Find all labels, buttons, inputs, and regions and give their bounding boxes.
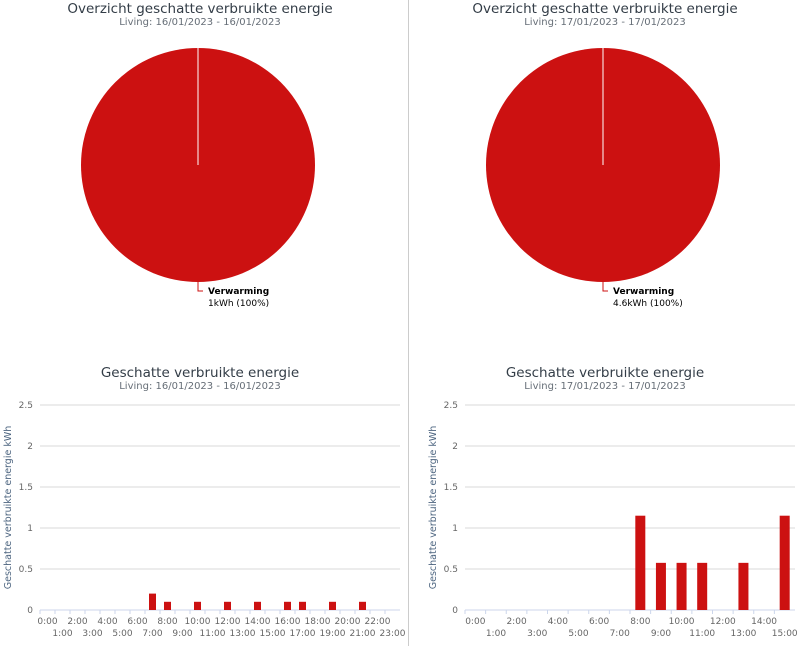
x-tick-label: 4:00 — [97, 617, 117, 627]
bar — [359, 601, 366, 610]
bar — [194, 601, 201, 610]
x-tick-label: 14:00 — [245, 617, 271, 627]
bar — [697, 562, 708, 610]
x-tick-label: 11:00 — [200, 629, 226, 639]
y-tick-label: 0.5 — [444, 565, 458, 575]
data-label-connector — [197, 282, 203, 292]
y-tick-label: 0 — [27, 606, 33, 616]
x-tick-label: 7:00 — [142, 629, 162, 639]
x-tick-label: 17:00 — [290, 629, 316, 639]
x-tick-label: 13:00 — [730, 629, 756, 639]
x-tick-label: 9:00 — [651, 629, 671, 639]
x-tick-label: 23:00 — [380, 629, 406, 639]
y-tick-label: 2 — [452, 442, 458, 452]
x-tick-label: 18:00 — [305, 617, 331, 627]
bar — [299, 601, 306, 610]
x-tick-label: 12:00 — [710, 617, 736, 627]
chart-title: Geschatte verbruikte energie — [505, 365, 705, 381]
y-tick-label: 1.5 — [19, 483, 33, 493]
x-tick-label: 4:00 — [548, 617, 568, 627]
x-tick-label: 21:00 — [350, 629, 376, 639]
x-tick-label: 2:00 — [506, 617, 526, 627]
y-tick-label: 0.5 — [19, 565, 33, 575]
chart-subtitle: Living: 17/01/2023 - 17/01/2023 — [524, 17, 686, 28]
pie-chart-left: Overzicht geschatte verbruikte energie L… — [0, 0, 400, 330]
data-label-name: Verwarming — [613, 287, 674, 297]
data-label-value: 4.6kWh (100%) — [613, 299, 683, 309]
x-tick-label: 10:00 — [669, 617, 695, 627]
y-axis-title: Geschatte verbruikte energie kWh — [428, 426, 439, 590]
bar — [284, 601, 291, 610]
bar — [164, 601, 171, 610]
x-tick-label: 10:00 — [185, 617, 211, 627]
x-tick-label: 0:00 — [37, 617, 57, 627]
data-label-value: 1kWh (100%) — [208, 299, 269, 309]
bar — [635, 515, 646, 610]
chart-title: Overzicht geschatte verbruikte energie — [67, 1, 333, 17]
bar — [224, 601, 231, 610]
bar — [779, 515, 790, 610]
x-tick-label: 5:00 — [568, 629, 588, 639]
x-tick-label: 6:00 — [589, 617, 609, 627]
y-tick-label: 0 — [452, 606, 458, 616]
chart-title: Geschatte verbruikte energie — [100, 365, 300, 381]
panel-divider — [408, 0, 409, 646]
data-label-connector — [602, 282, 608, 292]
y-tick-label: 1 — [452, 524, 458, 534]
x-tick-label: 5:00 — [112, 629, 132, 639]
y-tick-label: 1 — [27, 524, 33, 534]
bar — [254, 601, 261, 610]
x-tick-label: 8:00 — [630, 617, 650, 627]
x-tick-label: 20:00 — [335, 617, 361, 627]
x-tick-label: 14:00 — [751, 617, 777, 627]
data-label-name: Verwarming — [208, 287, 269, 297]
pie-chart-right: Overzicht geschatte verbruikte energie L… — [405, 0, 800, 330]
bar — [655, 562, 666, 610]
x-tick-label: 0:00 — [465, 617, 485, 627]
x-tick-label: 15:00 — [260, 629, 286, 639]
chart-subtitle: Living: 17/01/2023 - 17/01/2023 — [524, 381, 686, 392]
y-tick-label: 2.5 — [444, 401, 458, 411]
x-tick-label: 3:00 — [82, 629, 102, 639]
chart-title: Overzicht geschatte verbruikte energie — [472, 1, 738, 17]
bar — [329, 601, 336, 610]
x-tick-label: 6:00 — [127, 617, 147, 627]
x-tick-label: 1:00 — [52, 629, 72, 639]
bar — [149, 593, 156, 610]
y-axis-title: Geschatte verbruikte energie kWh — [3, 426, 14, 590]
x-tick-label: 13:00 — [230, 629, 256, 639]
x-tick-label: 9:00 — [172, 629, 192, 639]
x-tick-label: 1:00 — [486, 629, 506, 639]
x-tick-label: 3:00 — [527, 629, 547, 639]
x-tick-label: 19:00 — [320, 629, 346, 639]
x-tick-label: 12:00 — [215, 617, 241, 627]
bar — [738, 562, 749, 610]
chart-subtitle: Living: 16/01/2023 - 16/01/2023 — [119, 381, 281, 392]
y-tick-label: 2.5 — [19, 401, 33, 411]
x-tick-label: 15:00 — [772, 629, 798, 639]
bar — [676, 562, 687, 610]
x-tick-label: 8:00 — [157, 617, 177, 627]
x-tick-label: 11:00 — [689, 629, 715, 639]
y-tick-label: 1.5 — [444, 483, 458, 493]
x-tick-label: 7:00 — [610, 629, 630, 639]
y-tick-label: 2 — [27, 442, 33, 452]
chart-subtitle: Living: 16/01/2023 - 16/01/2023 — [119, 17, 281, 28]
x-tick-label: 2:00 — [67, 617, 87, 627]
x-tick-label: 22:00 — [365, 617, 391, 627]
x-tick-label: 16:00 — [275, 617, 301, 627]
